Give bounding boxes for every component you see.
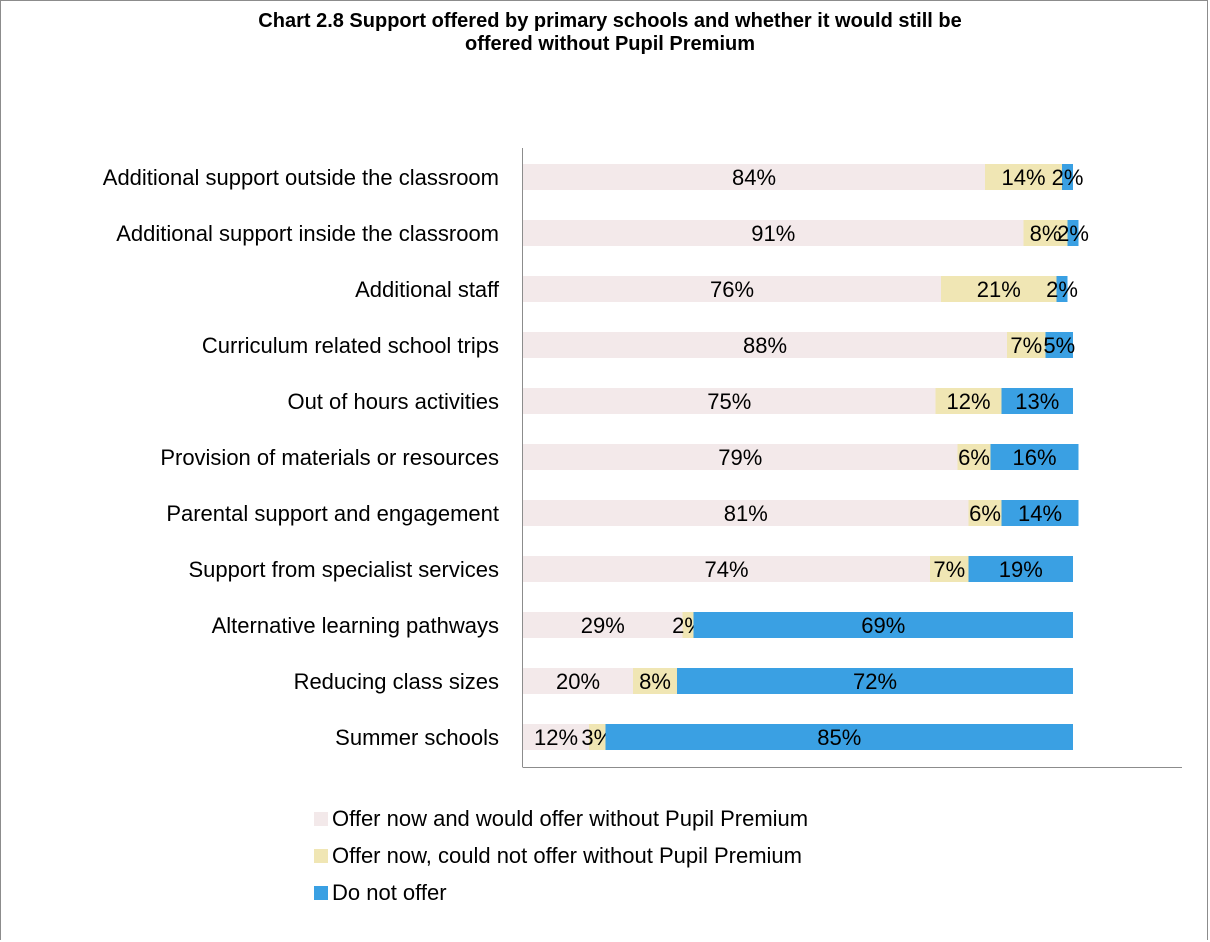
legend: Offer now and would offer without Pupil … [314, 800, 808, 911]
data-label-reducing-class-sizes-series-1: 20% [556, 669, 600, 694]
category-label-alternative-learning-pathways: Alternative learning pathways [212, 613, 499, 638]
data-label-provision-of-materials-or-resources-series-1: 79% [718, 445, 762, 470]
legend-item-offer-and-would-offer: Offer now and would offer without Pupil … [314, 800, 808, 837]
bar-segment-curriculum-related-school-trips-series-3 [1045, 332, 1073, 358]
category-label-summer-schools: Summer schools [335, 725, 499, 750]
chart-title-line-1: Chart 2.8 Support offered by primary sch… [258, 10, 962, 32]
bar-segment-summer-schools-series-2 [589, 724, 606, 750]
category-label-curriculum-related-school-trips: Curriculum related school trips [202, 333, 499, 358]
data-label-alternative-learning-pathways-series-1: 29% [581, 613, 625, 638]
chart-title-line-2: offered without Pupil Premium [464, 33, 755, 55]
category-label-reducing-class-sizes: Reducing class sizes [294, 669, 499, 694]
bar-segment-out-of-hours-activities-series-3 [1001, 388, 1073, 414]
data-label-additional-support-outside-the-classroom-series-1: 84% [732, 165, 776, 190]
data-label-additional-support-outside-the-classroom-series-3: 2% [1052, 165, 1084, 190]
legend-swatch-could-not-offer [314, 848, 328, 863]
data-label-additional-staff-series-1: 76% [710, 277, 754, 302]
data-label-provision-of-materials-or-resources-series-2: 6% [958, 445, 990, 470]
legend-label-do-not-offer: Do not offer [332, 879, 447, 905]
data-label-reducing-class-sizes-series-3: 72% [853, 669, 897, 694]
bar-segment-additional-support-inside-the-classroom-series-3 [1067, 220, 1079, 246]
data-label-additional-support-inside-the-classroom-series-1: 91% [751, 221, 795, 246]
bar-segment-reducing-class-sizes-series-1 [523, 668, 633, 694]
bar-segment-provision-of-materials-or-resources-series-3 [990, 444, 1079, 470]
bar-segment-parental-support-and-engagement-series-3 [1001, 500, 1079, 526]
bar-segment-additional-support-outside-the-classroom-series-1 [523, 164, 985, 190]
category-label-out-of-hours-activities: Out of hours activities [287, 389, 499, 414]
data-label-additional-support-inside-the-classroom-series-3: 2% [1057, 221, 1089, 246]
bar-segment-provision-of-materials-or-resources-series-1 [523, 444, 958, 470]
bar-segment-support-from-specialist-services-series-1 [523, 556, 930, 582]
legend-item-could-not-offer: Offer now, could not offer without Pupil… [314, 837, 808, 874]
bar-segment-support-from-specialist-services-series-2 [930, 556, 969, 582]
category-label-additional-staff: Additional staff [355, 277, 500, 302]
data-label-curriculum-related-school-trips-series-1: 88% [743, 333, 787, 358]
legend-label-offer-and-would-offer: Offer now and would offer without Pupil … [332, 805, 809, 831]
data-label-alternative-learning-pathways-series-3: 69% [861, 613, 905, 638]
data-label-parental-support-and-engagement-series-3: 14% [1018, 501, 1062, 526]
data-label-curriculum-related-school-trips-series-3: 5% [1043, 333, 1075, 358]
bar-segment-curriculum-related-school-trips-series-1 [523, 332, 1007, 358]
legend-item-do-not-offer: Do not offer [314, 874, 808, 911]
data-label-parental-support-and-engagement-series-1: 81% [724, 501, 768, 526]
bar-segment-additional-support-inside-the-classroom-series-2 [1023, 220, 1068, 246]
chart-title: Chart 2.8 Support offered by primary sch… [100, 10, 1120, 56]
data-label-summer-schools-series-1: 12% [534, 725, 578, 750]
bar-segment-additional-support-outside-the-classroom-series-2 [985, 164, 1062, 190]
data-label-reducing-class-sizes-series-2: 8% [639, 669, 671, 694]
data-label-curriculum-related-school-trips-series-2: 7% [1010, 333, 1042, 358]
data-label-additional-support-outside-the-classroom-series-2: 14% [1001, 165, 1045, 190]
data-label-out-of-hours-activities-series-3: 13% [1015, 389, 1059, 414]
data-label-additional-support-inside-the-classroom-series-2: 8% [1030, 221, 1062, 246]
bar-segment-parental-support-and-engagement-series-2 [968, 500, 1002, 526]
data-label-support-from-specialist-services-series-2: 7% [933, 557, 965, 582]
bar-segment-alternative-learning-pathways-series-1 [523, 612, 683, 638]
data-label-additional-staff-series-2: 21% [977, 277, 1021, 302]
legend-swatch-do-not-offer [314, 885, 328, 900]
bar-segment-alternative-learning-pathways-series-3 [693, 612, 1073, 638]
bar-segment-parental-support-and-engagement-series-1 [523, 500, 969, 526]
bar-segment-summer-schools-series-3 [605, 724, 1073, 750]
category-label-additional-support-outside-the-classroom: Additional support outside the classroom [103, 165, 499, 190]
bar-segment-additional-staff-series-1 [523, 276, 941, 302]
bar-segment-alternative-learning-pathways-series-2 [682, 612, 694, 638]
bar-segment-curriculum-related-school-trips-series-2 [1007, 332, 1046, 358]
category-label-provision-of-materials-or-resources: Provision of materials or resources [160, 445, 499, 470]
legend-label-could-not-offer: Offer now, could not offer without Pupil… [332, 842, 802, 868]
bar-segment-additional-staff-series-3 [1056, 276, 1068, 302]
bar-segment-additional-staff-series-2 [941, 276, 1057, 302]
data-label-summer-schools-series-3: 85% [817, 725, 861, 750]
bar-segment-support-from-specialist-services-series-3 [968, 556, 1073, 582]
bar-segment-additional-support-inside-the-classroom-series-1 [523, 220, 1024, 246]
data-label-support-from-specialist-services-series-1: 74% [704, 557, 748, 582]
data-label-provision-of-materials-or-resources-series-3: 16% [1012, 445, 1056, 470]
bar-segment-out-of-hours-activities-series-1 [523, 388, 936, 414]
category-label-parental-support-and-engagement: Parental support and engagement [166, 501, 499, 526]
data-label-out-of-hours-activities-series-1: 75% [707, 389, 751, 414]
bar-segment-summer-schools-series-1 [523, 724, 589, 750]
bar-segment-provision-of-materials-or-resources-series-2 [957, 444, 991, 470]
data-label-out-of-hours-activities-series-2: 12% [946, 389, 990, 414]
legend-swatch-offer-and-would-offer [314, 811, 328, 826]
data-label-parental-support-and-engagement-series-2: 6% [969, 501, 1001, 526]
stacked-bar-chart: Additional support outside the classroom… [103, 148, 1182, 768]
data-label-support-from-specialist-services-series-3: 19% [999, 557, 1043, 582]
bar-segment-out-of-hours-activities-series-2 [935, 388, 1002, 414]
category-label-support-from-specialist-services: Support from specialist services [188, 557, 499, 582]
bar-segment-additional-support-outside-the-classroom-series-3 [1062, 164, 1073, 190]
bar-segment-reducing-class-sizes-series-2 [633, 668, 677, 694]
category-label-additional-support-inside-the-classroom: Additional support inside the classroom [116, 221, 499, 246]
data-label-additional-staff-series-3: 2% [1046, 277, 1078, 302]
bar-segment-reducing-class-sizes-series-3 [677, 668, 1073, 694]
